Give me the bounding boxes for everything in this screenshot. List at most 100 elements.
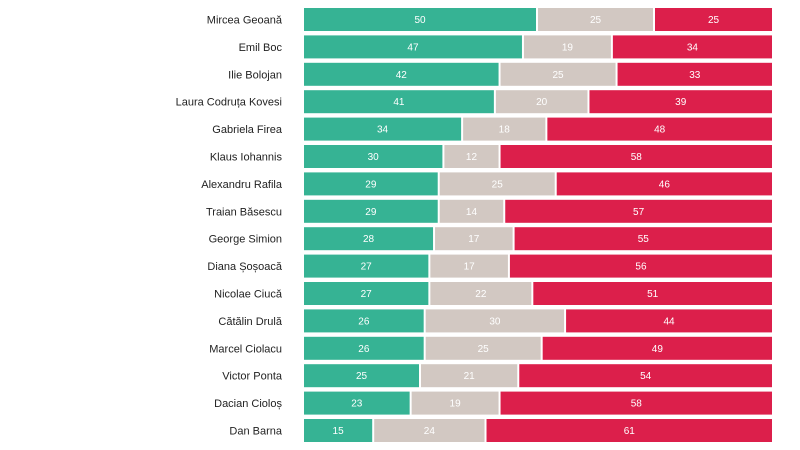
category-label: Alexandru Rafila — [201, 179, 283, 191]
support-value-label: 42 — [396, 70, 408, 81]
support-segment — [304, 364, 419, 388]
oppose-value-label: 61 — [624, 426, 636, 437]
support-value-label: 25 — [356, 371, 368, 382]
oppose-value-label: 48 — [654, 125, 666, 136]
neutral-value-label: 19 — [450, 399, 462, 410]
neutral-value-label: 17 — [464, 262, 476, 273]
support-value-label: 50 — [414, 15, 426, 26]
category-label: Marcel Ciolacu — [209, 343, 282, 355]
support-value-label: 30 — [368, 152, 380, 163]
support-value-label: 23 — [351, 399, 363, 410]
support-segment — [304, 62, 499, 86]
oppose-segment — [655, 8, 772, 31]
neutral-value-label: 18 — [499, 125, 511, 136]
neutral-segment — [435, 227, 513, 251]
oppose-segment — [509, 254, 772, 278]
neutral-segment — [523, 35, 611, 59]
support-segment — [304, 145, 443, 168]
oppose-value-label: 44 — [663, 316, 675, 327]
oppose-value-label: 58 — [631, 152, 643, 163]
oppose-value-label: 34 — [687, 42, 699, 53]
bar-row: Ilie Bolojan 42 25 33 — [228, 62, 772, 86]
oppose-segment — [500, 145, 772, 168]
support-segment — [304, 227, 434, 251]
support-segment — [304, 172, 438, 196]
oppose-value-label: 39 — [675, 97, 687, 108]
category-label: Diana Șoșoacă — [207, 261, 282, 273]
bar-row: Marcel Ciolacu 26 25 49 — [209, 336, 772, 360]
chart-rows: Mircea Geoană 50 25 25 Emil Boc 47 19 34 Ilie Bo… — [176, 8, 772, 442]
neutral-value-label: 30 — [489, 316, 501, 327]
oppose-segment — [500, 391, 772, 415]
category-label: George Simion — [209, 234, 282, 246]
support-value-label: 27 — [361, 262, 373, 273]
neutral-value-label: 17 — [468, 234, 480, 245]
neutral-segment — [411, 391, 499, 415]
neutral-value-label: 19 — [562, 42, 574, 53]
neutral-value-label: 12 — [466, 152, 478, 163]
bar-row: Emil Boc 47 19 34 — [239, 35, 772, 59]
category-label: Gabriela Firea — [212, 124, 283, 136]
bar-row: Traian Băsescu 29 14 57 — [206, 199, 772, 223]
bar-row: Mircea Geoană 50 25 25 — [207, 8, 772, 31]
oppose-value-label: 33 — [689, 70, 701, 81]
support-segment — [304, 254, 429, 278]
category-label: Nicolae Ciucă — [214, 289, 283, 301]
category-label: Dan Barna — [229, 426, 282, 438]
oppose-segment — [589, 90, 772, 114]
neutral-value-label: 25 — [552, 70, 564, 81]
support-value-label: 47 — [407, 42, 419, 53]
oppose-segment — [533, 282, 772, 305]
support-segment — [304, 336, 424, 360]
neutral-value-label: 14 — [466, 207, 478, 218]
oppose-value-label: 51 — [647, 289, 659, 300]
neutral-segment — [439, 199, 504, 223]
category-label: Victor Ponta — [222, 371, 283, 383]
oppose-segment — [486, 419, 772, 442]
oppose-value-label: 54 — [640, 371, 652, 382]
neutral-segment — [463, 117, 546, 141]
oppose-value-label: 49 — [652, 344, 664, 355]
neutral-segment — [538, 8, 653, 31]
oppose-segment — [566, 309, 772, 333]
support-value-label: 34 — [377, 125, 389, 136]
support-segment — [304, 419, 373, 442]
neutral-segment — [439, 172, 555, 196]
oppose-segment — [617, 62, 772, 86]
oppose-value-label: 56 — [635, 262, 647, 273]
support-value-label: 26 — [358, 344, 370, 355]
support-segment — [304, 391, 410, 415]
bar-row: Victor Ponta 25 21 54 — [222, 364, 772, 388]
neutral-value-label: 20 — [536, 97, 548, 108]
neutral-segment — [430, 282, 532, 305]
neutral-value-label: 24 — [424, 426, 436, 437]
category-label: Cătălin Drulă — [218, 316, 282, 328]
category-label: Dacian Cioloș — [214, 398, 282, 410]
neutral-segment — [495, 90, 588, 114]
neutral-segment — [430, 254, 508, 278]
category-label: Ilie Bolojan — [228, 69, 282, 81]
support-value-label: 26 — [358, 316, 370, 327]
bar-row: Laura Codruța Kovesi 41 20 39 — [176, 90, 772, 114]
oppose-segment — [547, 117, 772, 141]
support-segment — [304, 35, 522, 59]
bar-row: Cătălin Drulă 26 30 44 — [218, 309, 772, 333]
bar-row: George Simion 28 17 55 — [209, 227, 772, 251]
bar-row: Klaus Iohannis 30 12 58 — [210, 145, 772, 168]
bar-row: Nicolae Ciucă 27 22 51 — [214, 282, 772, 305]
oppose-value-label: 46 — [659, 179, 671, 190]
category-label: Traian Băsescu — [206, 206, 282, 218]
support-segment — [304, 282, 429, 305]
neutral-segment — [425, 309, 565, 333]
neutral-segment — [500, 62, 616, 86]
oppose-value-label: 57 — [633, 207, 645, 218]
bar-row: Gabriela Firea 34 18 48 — [212, 117, 772, 141]
category-label: Klaus Iohannis — [210, 152, 283, 164]
support-segment — [304, 90, 494, 114]
support-value-label: 41 — [393, 97, 405, 108]
oppose-segment — [505, 199, 772, 223]
support-value-label: 28 — [363, 234, 375, 245]
neutral-segment — [425, 336, 541, 360]
support-segment — [304, 8, 536, 31]
